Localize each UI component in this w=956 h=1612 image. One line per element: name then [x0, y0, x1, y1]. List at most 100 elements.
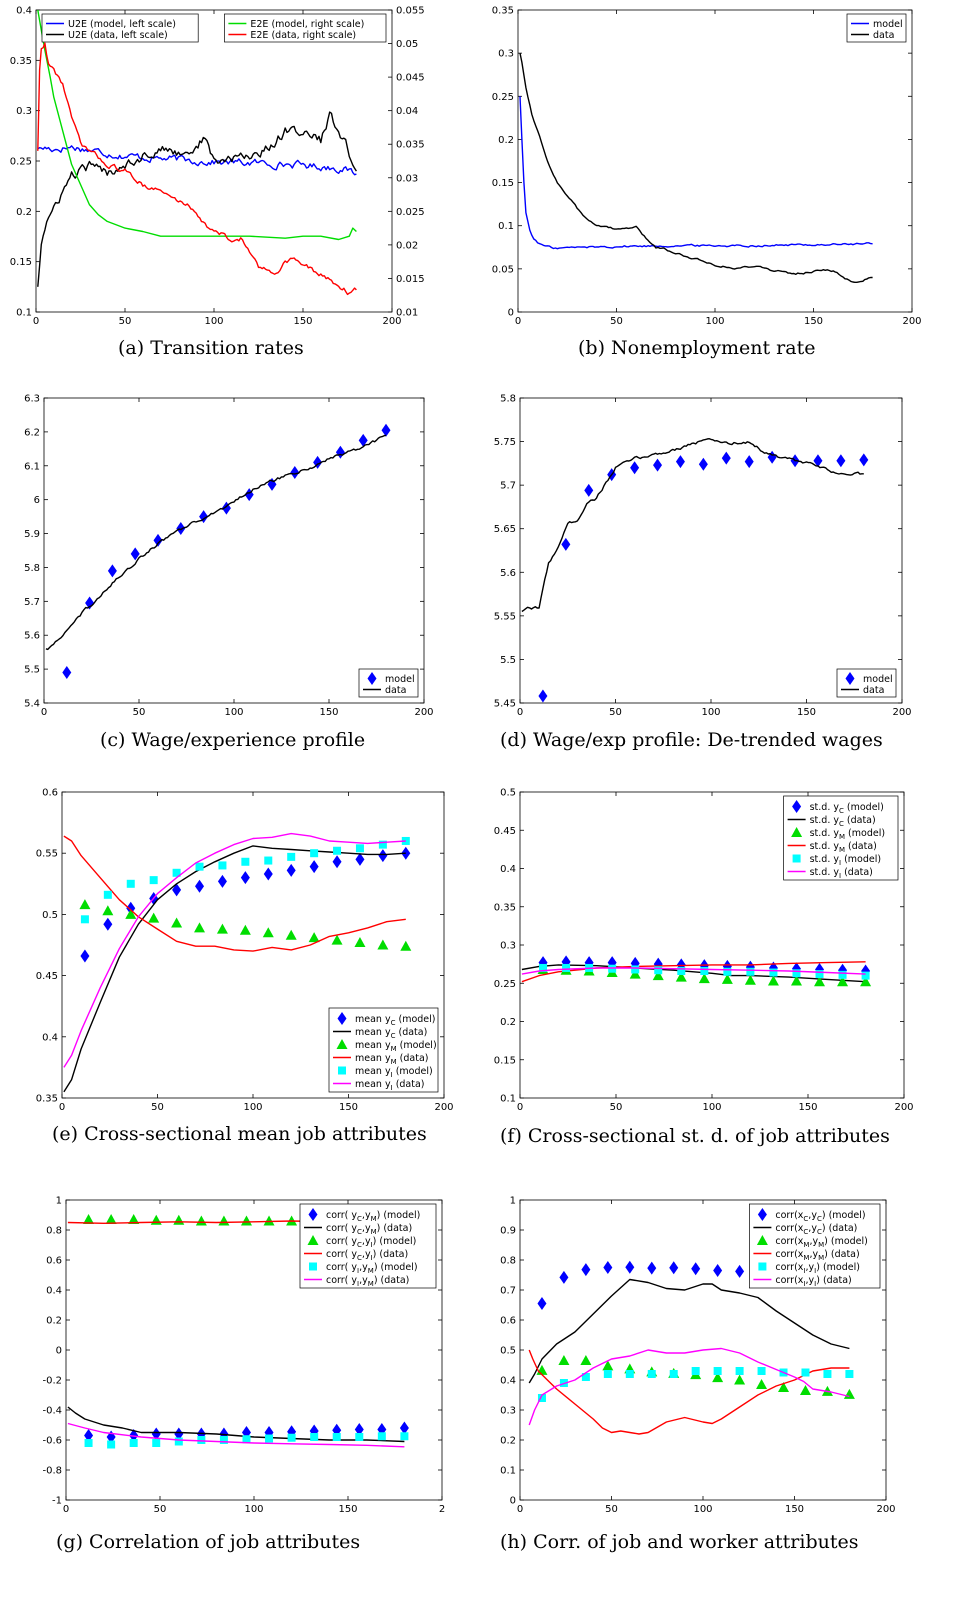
chart-panel-b: 0 50 100 150 200 0 0.05 0.1 0.15 0.2 0.25 0.3 0.35 mo…: [492, 6, 922, 328]
data-point: [240, 1215, 252, 1226]
y-tick-label: -1: [52, 1496, 62, 1507]
series-line: [528, 1347, 850, 1426]
data-point: [799, 1385, 811, 1395]
x-tick-label: 150: [319, 707, 338, 718]
legend-marker: [756, 1235, 768, 1245]
data-point: [308, 932, 320, 943]
legend-label: corr( yI,yM) (model): [326, 1262, 418, 1275]
legend-label: mean yM (model): [355, 1040, 437, 1053]
y-tick-label: -0.8: [42, 1466, 62, 1477]
data-point: [128, 1214, 140, 1224]
y-tick-label: 0.5: [500, 788, 516, 799]
chart-caption: (a) Transition rates: [118, 337, 304, 359]
data-point: [381, 423, 391, 437]
x-tick-label: 100: [705, 316, 724, 327]
x-tick-label: 50: [119, 316, 132, 327]
data-point: [290, 466, 300, 480]
legend-marker: [336, 1039, 348, 1049]
data-point: [814, 976, 826, 987]
legend-label: mean yI (model): [355, 1066, 433, 1079]
data-point: [603, 1261, 613, 1274]
y-tick-label: 0.05: [492, 264, 514, 275]
data-point: [287, 852, 296, 861]
y-tick-label: 0.1: [16, 308, 32, 319]
data-point: [335, 445, 345, 459]
data-point: [333, 846, 342, 855]
legend-label: corr(xC,yC) (model): [775, 1210, 865, 1223]
data-point: [652, 970, 664, 981]
data-point: [861, 971, 870, 980]
y-tick-label: 0.4: [16, 6, 32, 17]
data-point: [265, 1434, 274, 1443]
x-tick-label: 50: [133, 707, 146, 718]
data-point: [399, 1421, 409, 1435]
x-tick-label: 100: [244, 1504, 263, 1515]
y-tick-label: 6.1: [24, 461, 40, 472]
data-point: [735, 1264, 745, 1278]
x-tick-label: 0: [41, 707, 47, 718]
y-tick-label: 0.9: [500, 1226, 516, 1237]
y-tick-label: 5.8: [500, 394, 516, 405]
y-tick-label: 0.35: [36, 1094, 58, 1105]
data-point: [603, 1370, 612, 1378]
legend-marker: [338, 1066, 346, 1075]
data-point: [126, 879, 135, 888]
data-point: [285, 929, 297, 940]
x-tick-label: 50: [610, 1102, 623, 1113]
x-tick-label: 150: [339, 1102, 358, 1113]
data-point: [691, 1367, 700, 1375]
data-point: [197, 1436, 206, 1444]
data-point: [151, 1427, 161, 1441]
series-line: [521, 961, 866, 983]
data-point: [358, 433, 368, 447]
y2-tick-label: 0.055: [396, 6, 425, 17]
chart-caption: (h) Corr. of job and worker attributes: [500, 1531, 859, 1553]
chart-panel-e: 0 50 100 150 200 0.35 0.4 0.45 0.5 0.55 0.6 mean yC…: [36, 788, 454, 1114]
series-line: [521, 438, 864, 613]
data-point: [310, 849, 319, 858]
y-tick-label: 0.15: [10, 257, 32, 268]
data-point: [584, 483, 594, 497]
data-point: [581, 1373, 590, 1381]
data-point: [838, 970, 847, 979]
y-tick-label: 0.6: [42, 788, 58, 799]
x-tick-label: 50: [605, 1504, 618, 1515]
chart-caption: (c) Wage/experience profile: [100, 729, 366, 751]
x-tick-label: 200: [382, 316, 401, 327]
legend-label: corr( yC,yI) (model): [326, 1236, 416, 1249]
data-point: [721, 973, 733, 984]
y-tick-label: 5.5: [500, 655, 516, 666]
legend-label: corr( yC,yM) (data): [326, 1223, 412, 1236]
y-tick-label: 5.6: [24, 631, 40, 642]
data-point: [581, 1263, 591, 1277]
data-point: [746, 967, 755, 976]
legend-label: mean yC (model): [355, 1014, 436, 1027]
data-point: [734, 1374, 746, 1385]
series-line: [37, 111, 357, 287]
data-point: [129, 1439, 138, 1447]
data-point: [625, 1260, 635, 1274]
y-tick-label: 0.5: [500, 1346, 516, 1357]
data-point: [629, 968, 641, 979]
chart-f: 0 50 100 150 200 0.1 0.15 0.2 0.25 0.3 0.35 0.4 0.45…: [494, 788, 914, 1114]
data-point: [218, 861, 227, 870]
y-tick-label: -0.2: [42, 1376, 62, 1387]
chart-caption: (f) Cross-sectional st. d. of job attrib…: [500, 1125, 890, 1147]
y-tick-label: 6.3: [24, 394, 40, 405]
data-point: [103, 917, 113, 931]
y2-tick-label: 0.035: [396, 140, 425, 151]
data-point: [400, 940, 412, 951]
y-tick-label: 0.25: [492, 92, 514, 103]
data-point: [126, 901, 136, 915]
legend-label: E2E (model, right scale): [250, 19, 364, 30]
series-line: [37, 42, 357, 296]
data-point: [698, 457, 708, 471]
series-line: [67, 1406, 405, 1443]
legend-label: st.d. yC (model): [810, 802, 884, 815]
data-point: [84, 1439, 93, 1447]
y-tick-label: 0.4: [500, 864, 516, 875]
chart-panel-a: 0 50 100 150 200 0.1 0.15 0.2 0.25 0.3 0.35 0.4 0.01…: [10, 6, 425, 328]
chart-panel-c: 0 50 100 150 200 5.4 5.5 5.6 5.7 5.8 5.9 6 6.1 6.2 6.3…: [24, 394, 433, 719]
data-point: [194, 922, 206, 933]
